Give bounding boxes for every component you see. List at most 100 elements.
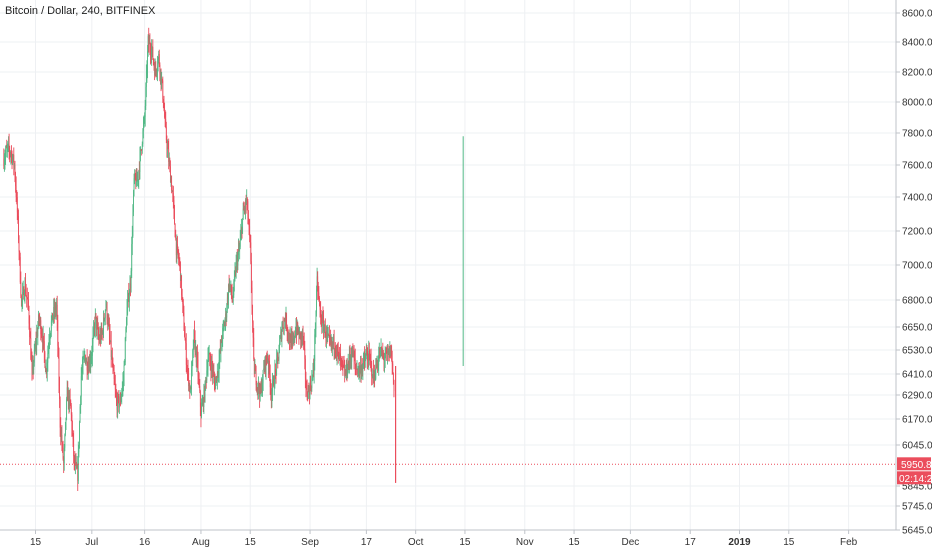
candle-body <box>326 331 327 339</box>
candle-body <box>172 193 174 201</box>
candle-body <box>177 247 179 255</box>
candle-body <box>115 389 117 395</box>
candle-body <box>9 153 11 155</box>
candle-body <box>373 373 375 381</box>
candle-body <box>177 244 178 248</box>
candle-body <box>145 86 147 106</box>
candle-body <box>84 355 86 357</box>
candle-body <box>199 391 201 407</box>
candle-body <box>350 358 351 360</box>
candle-body <box>175 238 177 256</box>
candle-body <box>268 361 270 368</box>
candle-body <box>130 271 132 289</box>
candle-body <box>278 352 280 361</box>
candle-body <box>352 346 354 358</box>
candle-body <box>331 340 333 346</box>
candle-body <box>370 357 371 360</box>
candle-body <box>54 306 56 313</box>
candle-body <box>107 319 109 325</box>
candle-body <box>169 161 171 167</box>
candle-body <box>262 383 263 391</box>
candle-body <box>264 357 266 369</box>
candle-body <box>310 387 312 389</box>
candle-body <box>33 349 35 363</box>
candle-body <box>17 212 19 216</box>
candle-body <box>117 395 119 411</box>
candle-body <box>272 379 274 382</box>
candle-body <box>183 312 185 330</box>
candle-body <box>60 427 62 437</box>
candle-body <box>296 327 297 334</box>
candle-body <box>368 351 370 355</box>
candle-body <box>256 384 258 389</box>
candle-body <box>255 369 256 371</box>
candle-body <box>231 294 233 298</box>
candle-body <box>326 331 328 336</box>
candle-body <box>8 143 9 145</box>
candle-body <box>32 363 34 370</box>
candle-body <box>9 149 11 154</box>
candle-body <box>43 336 45 342</box>
candle-body <box>43 341 45 353</box>
candle-body <box>324 324 326 328</box>
candle-body <box>7 144 9 147</box>
candle-body <box>121 386 123 393</box>
candle-body <box>74 460 76 467</box>
candle-body <box>198 378 200 387</box>
candle-body <box>97 327 99 336</box>
candle-body <box>388 349 390 357</box>
candle-body <box>228 284 230 288</box>
candle-body <box>363 358 364 366</box>
candle-body <box>122 381 124 387</box>
time-tick-label: 2019 <box>728 537 751 548</box>
candle-body <box>350 358 352 362</box>
candle-body <box>375 364 377 379</box>
candle-body <box>164 117 166 120</box>
candle-body <box>329 336 331 340</box>
candle-body <box>320 309 322 316</box>
candle-body <box>249 226 251 236</box>
candle-body <box>100 334 102 341</box>
candle-body <box>118 404 120 408</box>
candle-body <box>162 99 164 107</box>
candle-body <box>108 321 110 326</box>
candle-body <box>212 368 214 376</box>
candle-body <box>344 373 346 377</box>
candle-body <box>282 323 283 329</box>
candle-body <box>313 360 315 374</box>
candle-body <box>348 362 350 365</box>
price-tick-label: 7600.0 <box>902 161 932 172</box>
price-tick-label: 6290.0 <box>902 391 932 402</box>
candle-body <box>13 164 15 166</box>
candle-body <box>238 249 239 255</box>
candle-body <box>215 381 217 390</box>
candle-body <box>361 368 363 375</box>
candle-body <box>297 323 299 333</box>
candle-body <box>36 334 38 345</box>
candle-body <box>87 367 89 372</box>
candle-body <box>174 209 175 225</box>
candle-body <box>358 365 360 372</box>
candle-body <box>221 340 223 343</box>
candle-body <box>48 347 49 354</box>
candle-body <box>90 357 92 361</box>
candle-body <box>159 64 161 75</box>
candle-body <box>185 343 187 365</box>
candle-body <box>308 387 310 390</box>
candle-body <box>24 282 26 297</box>
candle-body <box>82 358 84 368</box>
candle-body <box>306 388 308 397</box>
candle-body <box>157 66 158 72</box>
candle-body <box>368 351 370 365</box>
candle-body <box>314 329 316 335</box>
candle-body <box>30 358 32 362</box>
candle-body <box>29 337 31 339</box>
candle-body <box>284 319 286 321</box>
candle-body <box>296 323 298 334</box>
candle-body <box>137 180 138 182</box>
candle-body <box>95 313 97 317</box>
candle-body <box>384 357 386 360</box>
candle-body <box>367 355 368 361</box>
